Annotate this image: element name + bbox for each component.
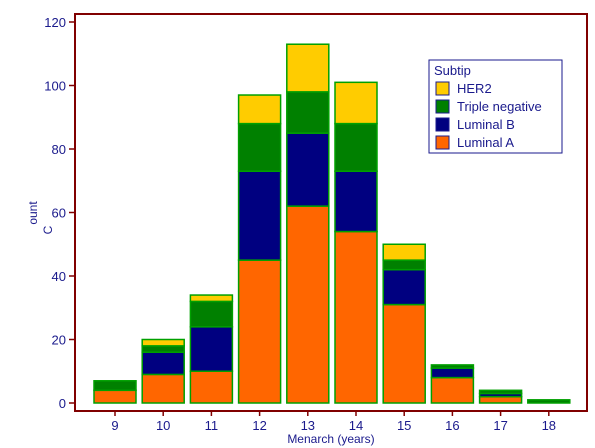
x-tick-label: 14 <box>349 418 363 433</box>
legend-items: HER2 Triple negative Luminal B Luminal A <box>435 81 542 150</box>
x-tick-label: 11 <box>205 418 219 433</box>
x-axis-label: Menarch (years) <box>287 432 374 446</box>
legend-swatch <box>435 117 450 132</box>
bar-segment-luminal-b <box>189 326 234 372</box>
legend-label: Triple negative <box>457 99 542 114</box>
bar-segment-triple-negative <box>141 345 185 353</box>
y-tick-label: 40 <box>52 269 66 284</box>
bar-segment-luminal-a <box>141 373 185 404</box>
x-axis: 9 10 11 12 13 14 15 16 17 18 <box>111 411 556 433</box>
bar-segment-her2 <box>141 338 185 347</box>
bar-segment-luminal-a <box>237 259 282 404</box>
y-tick-label: 60 <box>52 206 66 221</box>
legend-swatch <box>435 81 450 96</box>
bar-segment-triple-negative <box>237 122 282 172</box>
y-tick-label: 100 <box>44 79 66 94</box>
x-tick-label: 15 <box>397 418 411 433</box>
x-tick-label: 10 <box>156 418 170 433</box>
bar-segment-luminal-b <box>141 351 185 376</box>
bar-segment-triple-negative <box>527 399 571 404</box>
bar-segment-her2 <box>286 43 330 93</box>
bar-segment-luminal-b <box>334 170 378 233</box>
y-tick-label: 0 <box>59 396 66 411</box>
x-tick-label: 18 <box>542 418 556 433</box>
y-tick-label: 80 <box>52 142 66 157</box>
bar-segment-luminal-b <box>430 367 475 379</box>
y-axis: 0 20 40 60 80 100 120 <box>44 15 75 411</box>
x-tick-label: 16 <box>445 418 459 433</box>
bar-segment-luminal-a <box>286 205 330 404</box>
bar-segment-her2 <box>334 81 378 125</box>
x-tick-label: 17 <box>493 418 507 433</box>
bar-segment-luminal-a <box>478 395 523 404</box>
y-axis-label-part-2: ount <box>26 201 40 225</box>
bar-segment-luminal-a <box>382 303 426 404</box>
y-tick-label: 120 <box>44 15 66 30</box>
bar-segment-triple-negative <box>478 389 523 395</box>
bar-segment-triple-negative <box>93 380 137 392</box>
bar-segment-luminal-a <box>334 230 378 404</box>
bar-segment-her2 <box>237 94 282 125</box>
legend-label: Luminal A <box>457 135 514 150</box>
legend-label: Luminal B <box>457 117 515 132</box>
bar-segment-luminal-b <box>286 132 330 207</box>
bar-segment-her2 <box>189 294 234 303</box>
y-axis-label-part-1: C <box>41 225 55 234</box>
legend-label: HER2 <box>457 81 492 96</box>
bar-segment-luminal-a <box>189 370 234 404</box>
bar-segment-luminal-a <box>430 376 475 404</box>
x-tick-label: 13 <box>301 418 315 433</box>
legend-title: Subtip <box>434 63 471 78</box>
bars-group <box>93 43 571 404</box>
legend-box <box>428 59 563 154</box>
bar-segment-luminal-b <box>237 170 282 261</box>
bar-segment-triple-negative <box>189 300 234 328</box>
bar-segment-triple-negative <box>286 91 330 134</box>
legend: Subtip HER2 Triple negative Luminal B Lumin… <box>428 59 563 154</box>
bar-segment-luminal-b <box>382 268 426 306</box>
y-tick-label: 20 <box>52 333 66 348</box>
legend-swatch <box>435 135 450 150</box>
x-tick-label: 9 <box>111 418 118 433</box>
bar-segment-her2 <box>382 243 426 261</box>
bar-segment-triple-negative <box>430 364 475 369</box>
legend-swatch <box>435 99 450 114</box>
bar-segment-triple-negative <box>334 122 378 172</box>
bar-segment-luminal-a <box>93 389 137 404</box>
bar-segment-triple-negative <box>382 259 426 271</box>
x-tick-label: 12 <box>252 418 266 433</box>
